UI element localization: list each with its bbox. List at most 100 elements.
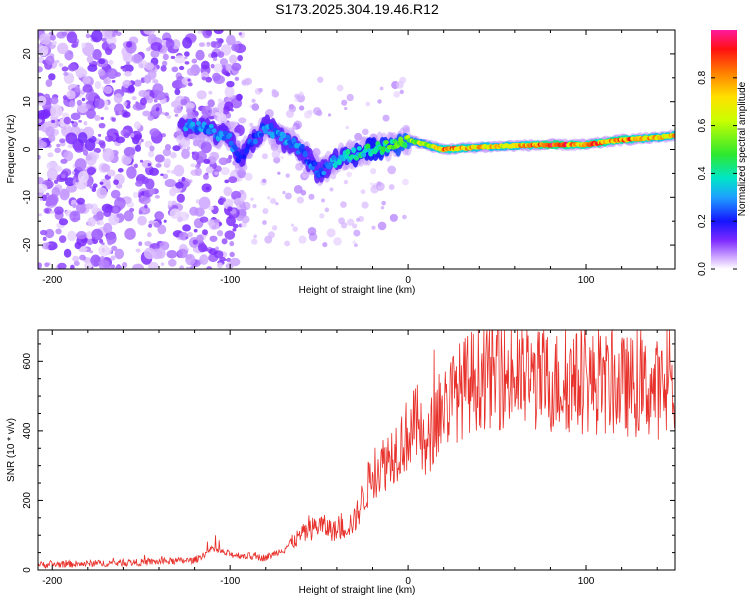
spectrogram-cell	[309, 165, 315, 171]
spectrogram-cell	[103, 222, 113, 234]
spectrogram-cell	[216, 230, 224, 237]
spectrogram-cell	[295, 150, 301, 155]
spectrogram-cell	[161, 60, 168, 67]
spectrogram-cell	[104, 106, 109, 111]
spectrogram-cell	[252, 138, 258, 145]
spectrogram-cell	[38, 109, 49, 120]
spectrogram-cell	[44, 208, 50, 214]
spectrogram-cell	[249, 122, 254, 127]
spectrogram-cell	[345, 125, 349, 130]
spectrogram-cell	[111, 117, 116, 122]
spectrogram-cell	[223, 186, 233, 197]
spectrogram-cell	[144, 240, 152, 247]
spectrogram-cell	[155, 163, 162, 168]
spectrogram-cell	[103, 77, 112, 85]
snr-x-tick-label: -200	[42, 576, 62, 587]
spectrogram-cell	[225, 262, 234, 269]
spectrogram-cell	[356, 146, 362, 151]
spectrogram-cell	[278, 136, 284, 142]
spectrogram-cell	[223, 258, 227, 261]
spectrogram-cell	[99, 142, 106, 149]
spectrogram-cell	[402, 141, 408, 149]
spectrogram-cell	[387, 165, 397, 175]
snr-frame	[37, 329, 676, 571]
spectrogram-cell	[302, 150, 308, 158]
spectrogram-cell	[285, 134, 291, 141]
spectrogram-y-tick-label: 10	[22, 96, 33, 108]
spectrogram-cell	[106, 68, 118, 79]
spectrogram-cell	[290, 223, 295, 227]
spectrogram-cell	[85, 33, 91, 39]
spectrogram-cell	[319, 213, 325, 219]
colorbar-tick-label: 0.8	[697, 70, 708, 84]
spectrogram-cell	[115, 265, 123, 269]
spectrogram-cell	[61, 66, 69, 72]
spectrogram-cell	[354, 155, 359, 161]
colorbar-ticks: 0.0 0.2 0.4 0.6 0.8	[697, 70, 737, 276]
spectrogram-cell	[267, 231, 275, 239]
spectrogram-cell	[285, 173, 290, 178]
spectrogram-cell	[115, 136, 126, 144]
spectrogram-cell	[178, 231, 189, 241]
spectrogram-cell	[126, 166, 137, 179]
spectrogram-cell	[47, 152, 54, 158]
spectrogram-cell	[63, 116, 72, 125]
spectrogram-cell	[371, 225, 376, 230]
spectrogram-cell	[217, 51, 225, 58]
spectrogram-cell	[322, 241, 328, 248]
spectrogram-cell	[66, 184, 78, 193]
spectrogram-cell	[124, 227, 136, 240]
spectrogram-cell	[381, 200, 386, 206]
spectrogram-cell	[108, 265, 115, 269]
spectrogram-cell	[138, 210, 143, 215]
spectrogram-cell	[153, 222, 161, 228]
spectrogram-cell	[212, 57, 218, 62]
spectrogram-cell	[178, 179, 182, 183]
spectrogram-cell	[145, 47, 151, 52]
spectrogram-cell	[122, 111, 131, 118]
spectrogram-cell	[111, 245, 118, 252]
spectrogram-cell	[203, 158, 211, 164]
spectrogram-cell	[197, 30, 202, 34]
spectrogram-cell	[327, 113, 332, 117]
colorbar-gradient	[711, 30, 737, 269]
spectrogram-cell	[200, 141, 212, 154]
spectrogram-x-tick-label: -200	[42, 275, 62, 286]
spectrogram-cell	[267, 196, 271, 200]
spectrogram-cell	[39, 197, 43, 201]
spectrogram-cell	[49, 34, 56, 41]
spectrogram-cell	[107, 169, 116, 177]
spectrogram-cell	[156, 89, 160, 94]
spectrogram-cell	[228, 140, 234, 146]
spectrogram-cell	[189, 265, 195, 269]
snr-y-ticks: 0 200 400 600	[22, 343, 675, 573]
spectrogram-cell	[38, 154, 41, 160]
spectrogram-cell	[144, 140, 153, 148]
spectrogram-cell	[100, 116, 105, 120]
spectrogram-cell	[55, 228, 62, 235]
spectrogram-cell	[85, 104, 92, 109]
spectrogram-cell	[85, 92, 93, 101]
spectrogram-cell	[112, 206, 119, 213]
spectrogram-cell	[100, 256, 105, 261]
spectrogram-cell	[148, 220, 155, 225]
spectrogram-y-tick-label: -20	[22, 237, 33, 252]
colorbar-tick-label: 0.0	[697, 262, 708, 276]
spectrogram-cell	[53, 179, 59, 184]
spectrogram-cell	[67, 63, 77, 72]
spectrogram-cell	[38, 66, 43, 73]
spectrogram-cell	[122, 262, 128, 268]
colorbar: 0.0 0.2 0.4 0.6 0.8 Normalized spectral ampl…	[697, 30, 748, 276]
spectrogram-cell	[171, 66, 179, 73]
spectrogram-cell	[353, 229, 361, 237]
spectrogram-cell	[113, 93, 123, 104]
spectrogram-cell	[225, 121, 235, 129]
spectrogram-cell	[62, 95, 68, 100]
spectrogram-cell	[284, 192, 292, 200]
spectrogram-cell	[81, 42, 86, 48]
spectrogram-cell	[382, 114, 390, 122]
spectrogram-cell	[86, 238, 94, 246]
snr-y-tick-label: 600	[22, 353, 33, 370]
snr-plot-area	[38, 330, 675, 570]
spectrogram-cell	[126, 61, 130, 65]
